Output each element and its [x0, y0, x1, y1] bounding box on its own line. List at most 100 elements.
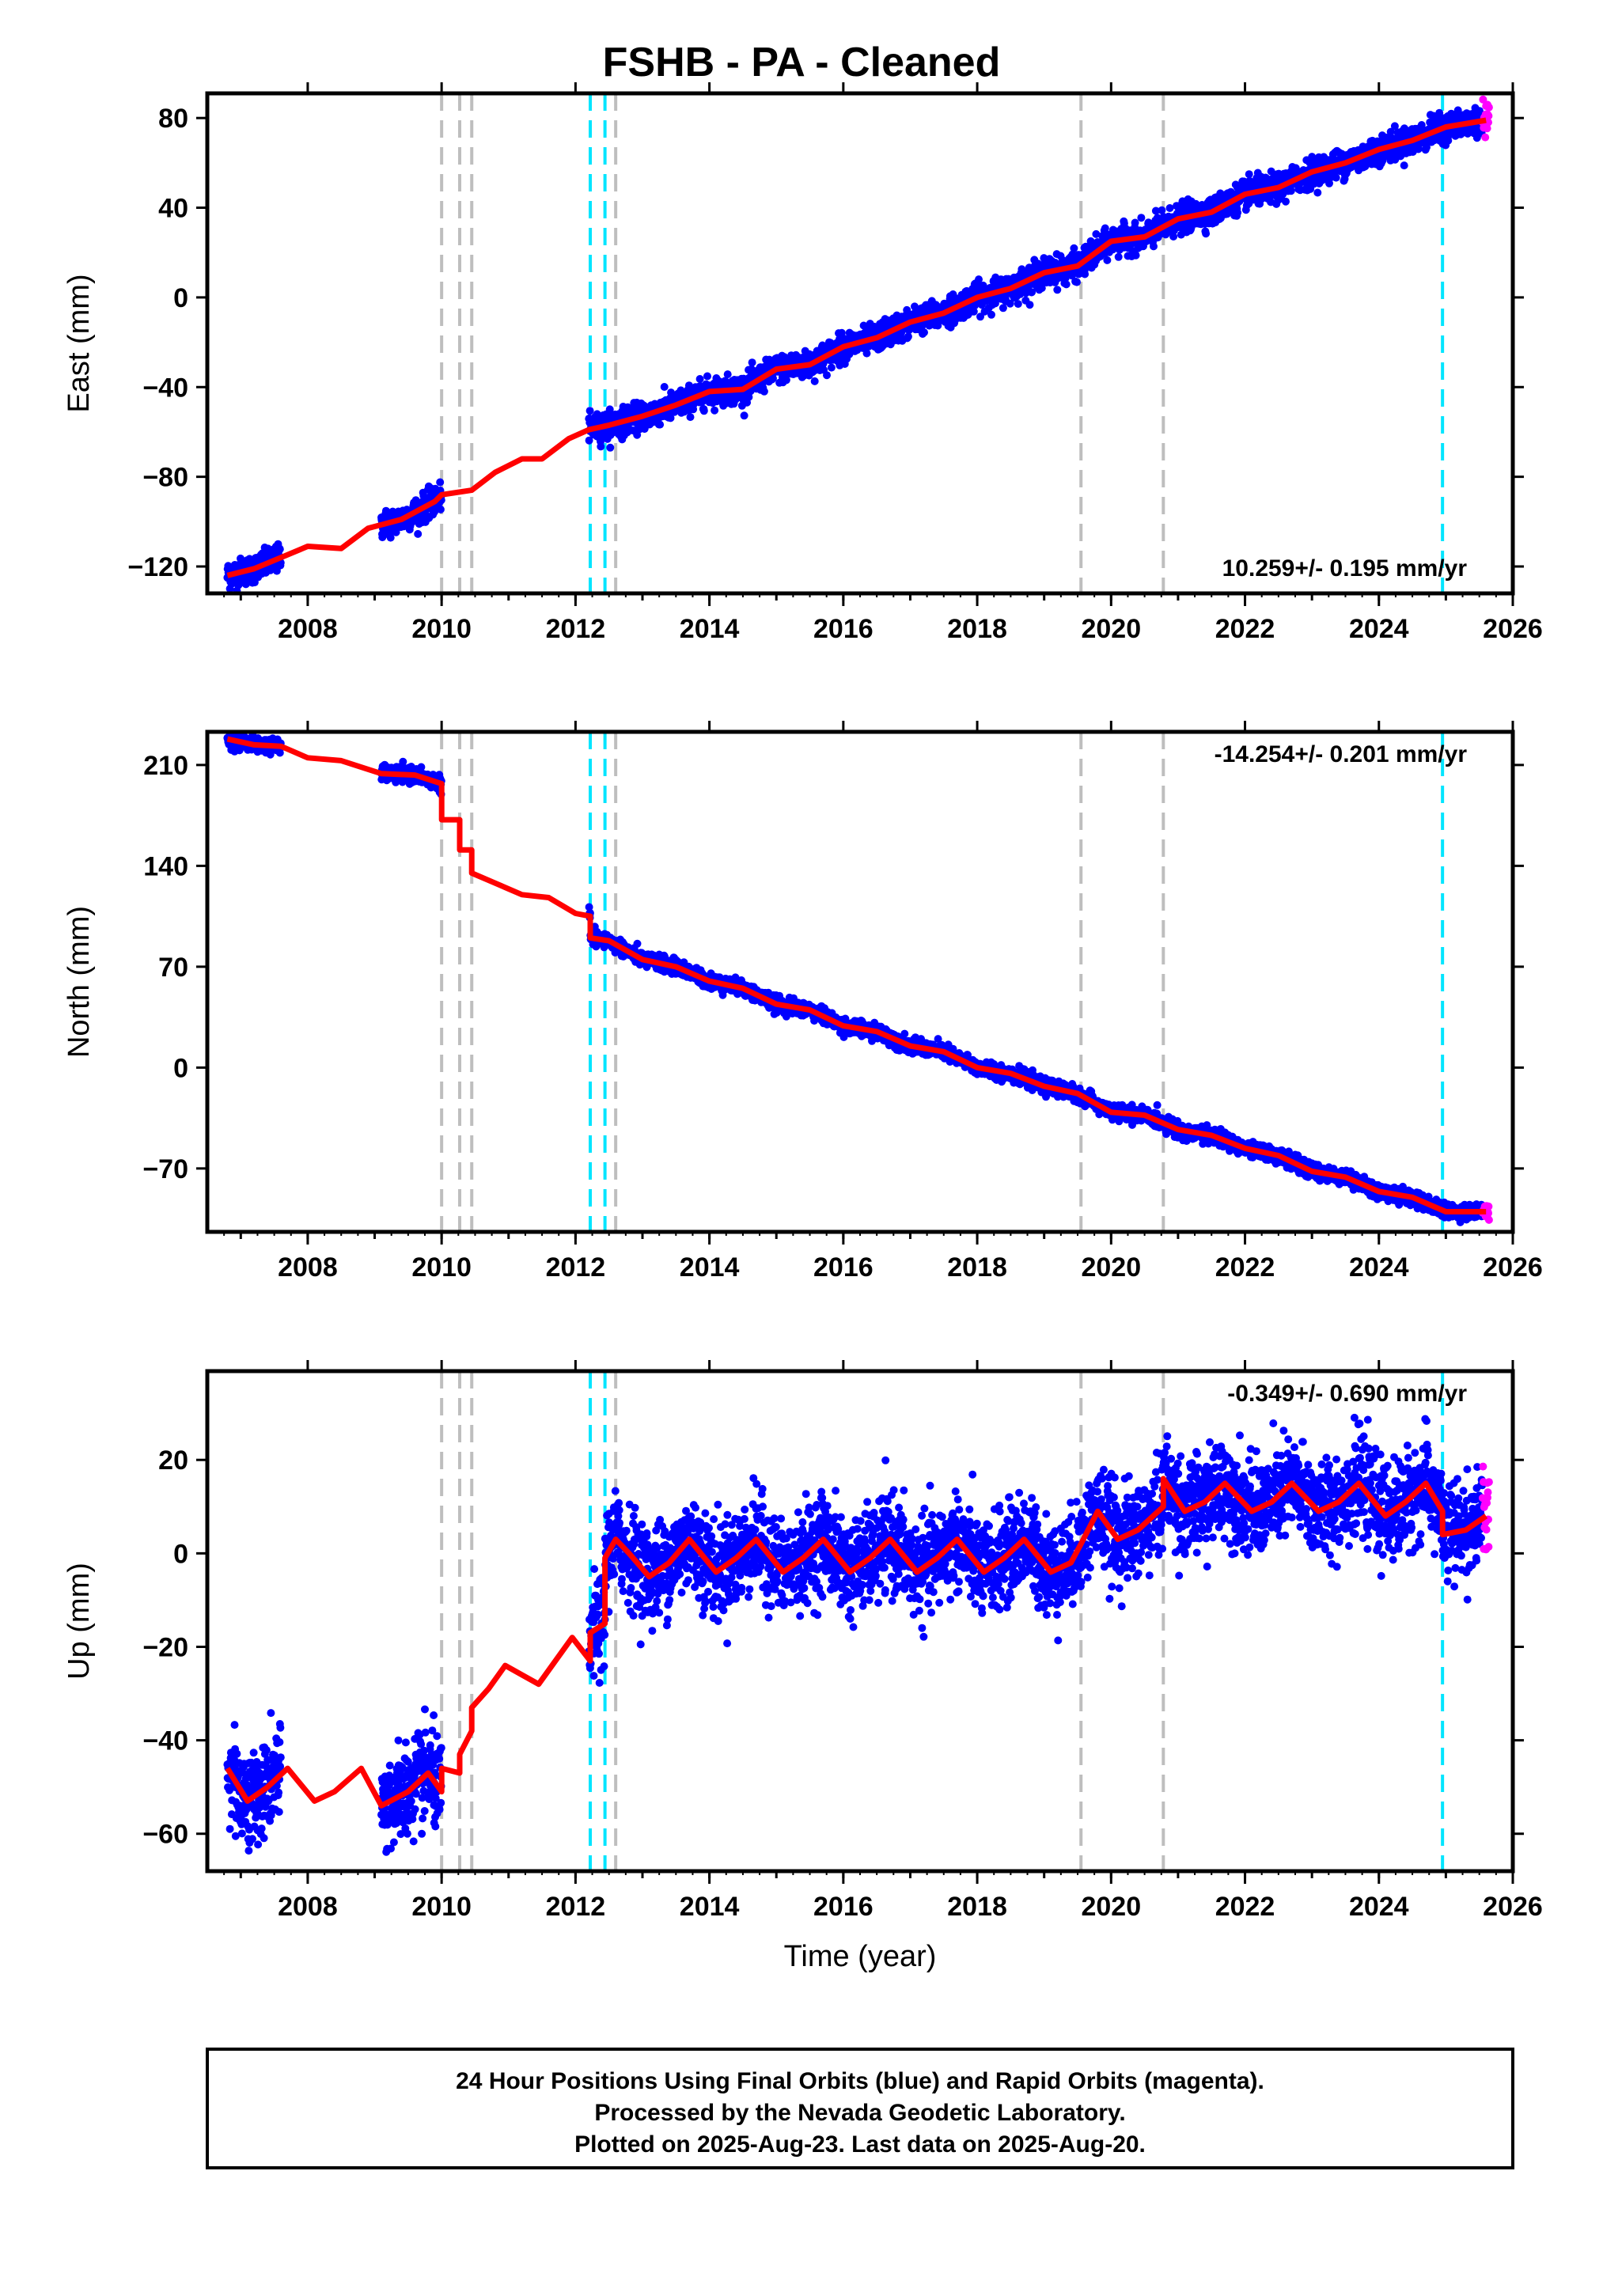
x-tick-label: 2008: [278, 614, 338, 644]
final-orbit-point: [1287, 187, 1295, 195]
rapid-orbit-point: [1481, 133, 1490, 142]
y-tick-label: 40: [158, 194, 188, 224]
x-tick-label: 2010: [411, 614, 472, 644]
x-tick-label: 2016: [813, 614, 874, 644]
final-orbit-point: [1137, 214, 1146, 222]
rapid-orbit-point: [1483, 124, 1491, 133]
final-orbit-point: [1165, 204, 1174, 212]
final-orbit-point: [660, 383, 669, 391]
final-orbit-point: [656, 420, 665, 429]
final-orbit-point: [823, 371, 831, 380]
final-orbit-point: [597, 442, 605, 451]
model-line-east: [226, 117, 1487, 578]
final-orbit-point: [275, 545, 284, 554]
final-orbit-point: [1131, 251, 1140, 260]
final-orbit-point: [711, 406, 719, 415]
final-orbit-point: [1025, 301, 1034, 309]
final-orbit-point: [633, 939, 642, 948]
final-orbit-point: [1101, 224, 1109, 233]
final-orbit-point: [686, 413, 695, 422]
final-orbit-point: [920, 328, 928, 337]
y-tick-label: −80: [142, 463, 188, 493]
final-orbit-point: [585, 436, 593, 445]
final-orbit-point: [414, 529, 423, 538]
rapid-orbit-point: [1484, 103, 1493, 112]
final-orbit-point: [1070, 244, 1078, 252]
x-tick-label: 2024: [1349, 614, 1409, 644]
final-orbit-point: [695, 375, 704, 383]
final-orbit-point: [1103, 256, 1112, 264]
final-orbit-point: [1158, 206, 1166, 214]
final-orbit-point: [399, 757, 407, 766]
panels: 2008 2010 2012 2014 2016 2018 2020 2022 2024 2026…: [63, 82, 1543, 1973]
rapid-orbit-point: [1484, 118, 1492, 127]
final-orbit-point: [999, 304, 1007, 313]
final-orbit-point: [991, 299, 999, 308]
final-orbit-point: [585, 903, 593, 911]
y-tick-label: −40: [142, 373, 188, 403]
final-orbit-point: [740, 411, 748, 420]
final-orbit-point: [585, 407, 594, 415]
final-orbit-point: [827, 363, 836, 372]
plot-area-east: [223, 93, 1493, 593]
final-orbit-point: [606, 443, 615, 452]
final-orbit-point: [1313, 188, 1322, 197]
x-tick-label: 2012: [546, 614, 606, 644]
final-orbit-point: [1386, 127, 1395, 136]
final-orbit-point: [837, 328, 846, 337]
final-orbit-point: [976, 313, 984, 321]
final-orbit-point: [1037, 284, 1046, 293]
final-orbit-point: [1073, 278, 1081, 286]
final-orbit-point: [1092, 229, 1101, 238]
x-tick-label: 2020: [1081, 614, 1141, 644]
final-orbit-point: [745, 392, 753, 401]
final-orbit-point: [1150, 242, 1158, 251]
final-orbit-point: [386, 533, 395, 542]
final-orbit-point: [699, 407, 708, 415]
final-orbit-point: [1332, 173, 1340, 182]
y-tick-label: 80: [158, 104, 188, 134]
final-orbit-point: [862, 349, 871, 358]
final-orbit-point: [1006, 299, 1014, 308]
final-orbit-point: [1114, 252, 1123, 261]
rapid-orbit-point: [1479, 95, 1487, 104]
x-tick-label: 2026: [1483, 614, 1543, 644]
final-orbit-point: [969, 307, 978, 316]
y-axis-label: East (mm): [63, 274, 96, 412]
final-orbit-point: [1169, 233, 1178, 241]
final-orbit-point: [760, 387, 768, 396]
x-tick-label: 2018: [947, 614, 1007, 644]
rapid-orbit-point: [1484, 112, 1493, 120]
final-orbit-point: [417, 763, 426, 771]
final-orbit-point: [723, 370, 732, 379]
final-orbit-point: [987, 310, 995, 319]
x-tick-label: 2022: [1215, 614, 1275, 644]
final-orbit-point: [1028, 288, 1036, 297]
final-orbit-point: [782, 376, 790, 385]
plot-area-north: [223, 732, 1493, 1232]
final-orbit-point: [436, 505, 445, 513]
y-tick-label: 0: [173, 283, 188, 313]
final-orbit-point: [436, 478, 445, 487]
final-orbit-point: [769, 374, 777, 383]
figure-title: FSHB - PA - Cleaned: [603, 40, 1001, 85]
final-orbit-point: [810, 377, 819, 385]
panel-north: 2008 2010 2012 2014 2016 2018 2020 2022 2024 2026…: [63, 721, 1543, 1283]
final-orbit-point: [904, 332, 912, 341]
final-orbit-point: [703, 372, 711, 381]
final-orbit-point: [1400, 161, 1408, 170]
panel-east: 2008 2010 2012 2014 2016 2018 2020 2022 2024 2026…: [63, 82, 1543, 644]
final-orbit-point: [1234, 208, 1242, 217]
final-orbit-point: [1062, 280, 1071, 289]
velocity-rate-label: 10.259+/- 0.195 mm/yr: [1222, 555, 1468, 582]
final-orbit-point: [1014, 300, 1022, 309]
final-orbit-point: [1390, 122, 1399, 131]
final-orbit-point: [1282, 197, 1290, 206]
final-orbit-point: [1202, 229, 1211, 238]
final-orbit-point: [1245, 170, 1253, 179]
final-orbit-point: [975, 275, 983, 284]
y-tick-label: −120: [127, 552, 188, 582]
final-orbit-point: [1151, 206, 1160, 215]
